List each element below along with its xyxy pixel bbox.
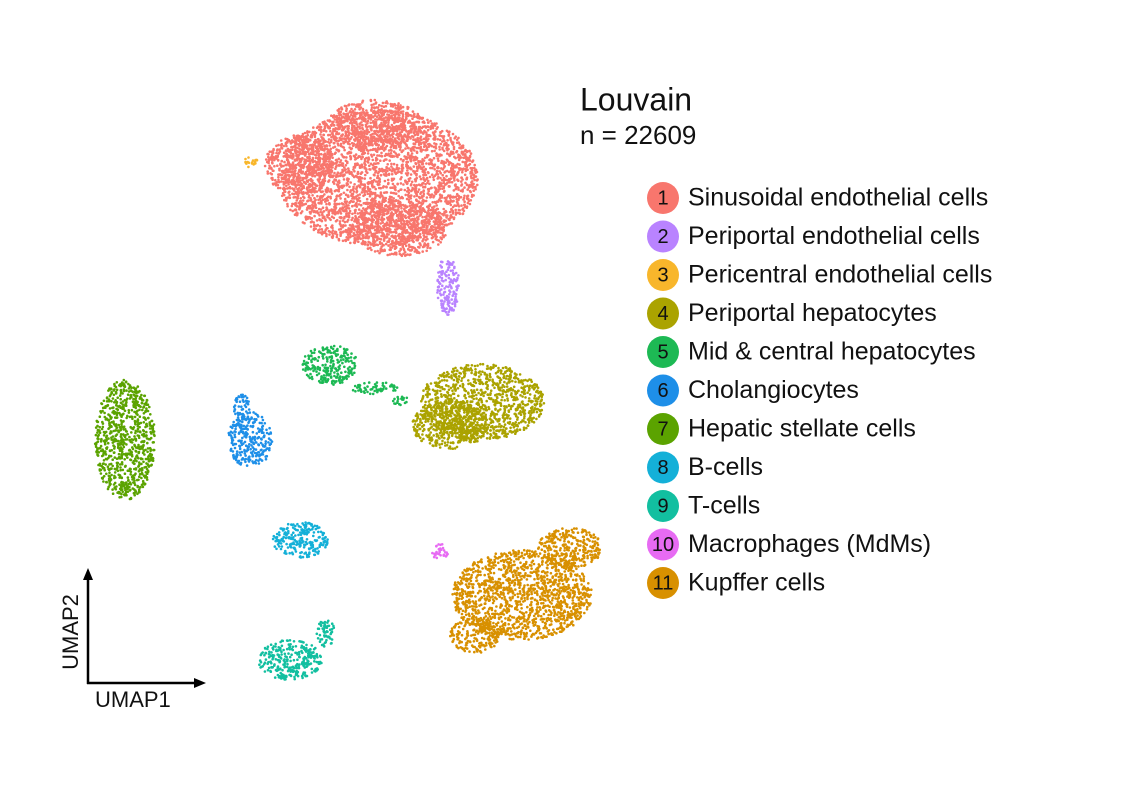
chart-subtitle: n = 22609 bbox=[580, 120, 696, 150]
cluster bbox=[301, 344, 409, 407]
legend-number: 4 bbox=[657, 303, 668, 325]
legend-label: Hepatic stellate cells bbox=[688, 415, 916, 443]
legend-swatch bbox=[647, 259, 679, 291]
cluster bbox=[431, 543, 449, 560]
legend-label: B-cells bbox=[688, 453, 763, 481]
y-axis-label: UMAP2 bbox=[58, 594, 83, 670]
point-cloud bbox=[93, 98, 601, 681]
legend-swatch bbox=[647, 451, 679, 484]
legend-swatch bbox=[647, 336, 679, 368]
legend-swatch bbox=[647, 182, 679, 214]
legend-label: Sinusoidal endothelial cells bbox=[688, 184, 988, 212]
legend-label: Cholangiocytes bbox=[688, 376, 859, 404]
legend-swatch bbox=[647, 490, 679, 522]
legend-number: 6 bbox=[657, 380, 668, 402]
cluster bbox=[258, 619, 336, 681]
legend-swatch bbox=[647, 297, 679, 330]
cluster bbox=[449, 527, 601, 654]
legend-number: 11 bbox=[653, 572, 674, 594]
legend-number: 7 bbox=[657, 418, 668, 440]
x-arrow-head bbox=[194, 678, 206, 688]
legend-label: Mid & central hepatocytes bbox=[688, 338, 976, 366]
cluster bbox=[271, 521, 329, 559]
legend-number: 3 bbox=[657, 264, 668, 286]
legend: 1 Sinusoidal endothelial cells 2 Periportal… bbox=[647, 182, 992, 599]
chart-title: Louvain bbox=[580, 81, 692, 117]
legend-swatch bbox=[647, 220, 679, 253]
legend-number: 1 bbox=[657, 187, 668, 209]
cluster bbox=[244, 156, 259, 169]
legend-number: 5 bbox=[657, 341, 668, 363]
legend-swatch bbox=[647, 374, 679, 407]
legend-label: Periportal hepatocytes bbox=[688, 299, 937, 327]
legend-label: Periportal endothelial cells bbox=[688, 222, 980, 250]
legend-number: 10 bbox=[652, 534, 674, 556]
legend-number: 2 bbox=[657, 226, 668, 248]
legend-label: Macrophages (MdMs) bbox=[688, 530, 931, 558]
cluster bbox=[93, 378, 156, 501]
cluster bbox=[263, 98, 479, 258]
cluster bbox=[227, 393, 274, 467]
legend-swatch bbox=[647, 567, 679, 599]
legend-swatch bbox=[647, 413, 679, 445]
x-axis-label: UMAP1 bbox=[95, 687, 171, 712]
legend-swatch bbox=[647, 528, 679, 561]
legend-number: 8 bbox=[657, 457, 668, 479]
cluster bbox=[436, 260, 460, 316]
y-arrow-head bbox=[83, 568, 93, 580]
cluster bbox=[411, 362, 546, 451]
legend-label: T-cells bbox=[688, 492, 760, 520]
legend-number: 9 bbox=[657, 495, 668, 517]
legend-label: Kupffer cells bbox=[688, 569, 825, 597]
legend-label: Pericentral endothelial cells bbox=[688, 261, 992, 289]
